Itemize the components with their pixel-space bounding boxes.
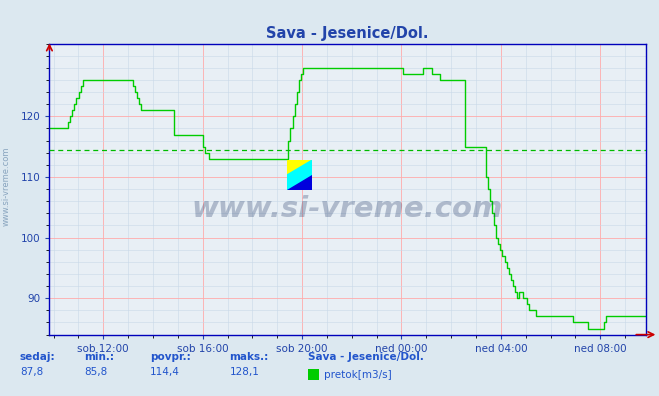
Text: 114,4: 114,4 bbox=[150, 367, 180, 377]
Polygon shape bbox=[287, 160, 312, 190]
Text: 85,8: 85,8 bbox=[84, 367, 107, 377]
Text: Sava - Jesenice/Dol.: Sava - Jesenice/Dol. bbox=[308, 352, 424, 362]
Polygon shape bbox=[287, 175, 312, 190]
Text: 87,8: 87,8 bbox=[20, 367, 43, 377]
Text: sedaj:: sedaj: bbox=[20, 352, 55, 362]
Text: pretok[m3/s]: pretok[m3/s] bbox=[324, 369, 392, 380]
Text: min.:: min.: bbox=[84, 352, 115, 362]
Title: Sava - Jesenice/Dol.: Sava - Jesenice/Dol. bbox=[266, 26, 429, 41]
Text: www.si-vreme.com: www.si-vreme.com bbox=[192, 196, 503, 223]
Text: 128,1: 128,1 bbox=[229, 367, 259, 377]
Polygon shape bbox=[287, 160, 312, 175]
Text: maks.:: maks.: bbox=[229, 352, 269, 362]
Text: povpr.:: povpr.: bbox=[150, 352, 191, 362]
Text: www.si-vreme.com: www.si-vreme.com bbox=[2, 147, 11, 226]
